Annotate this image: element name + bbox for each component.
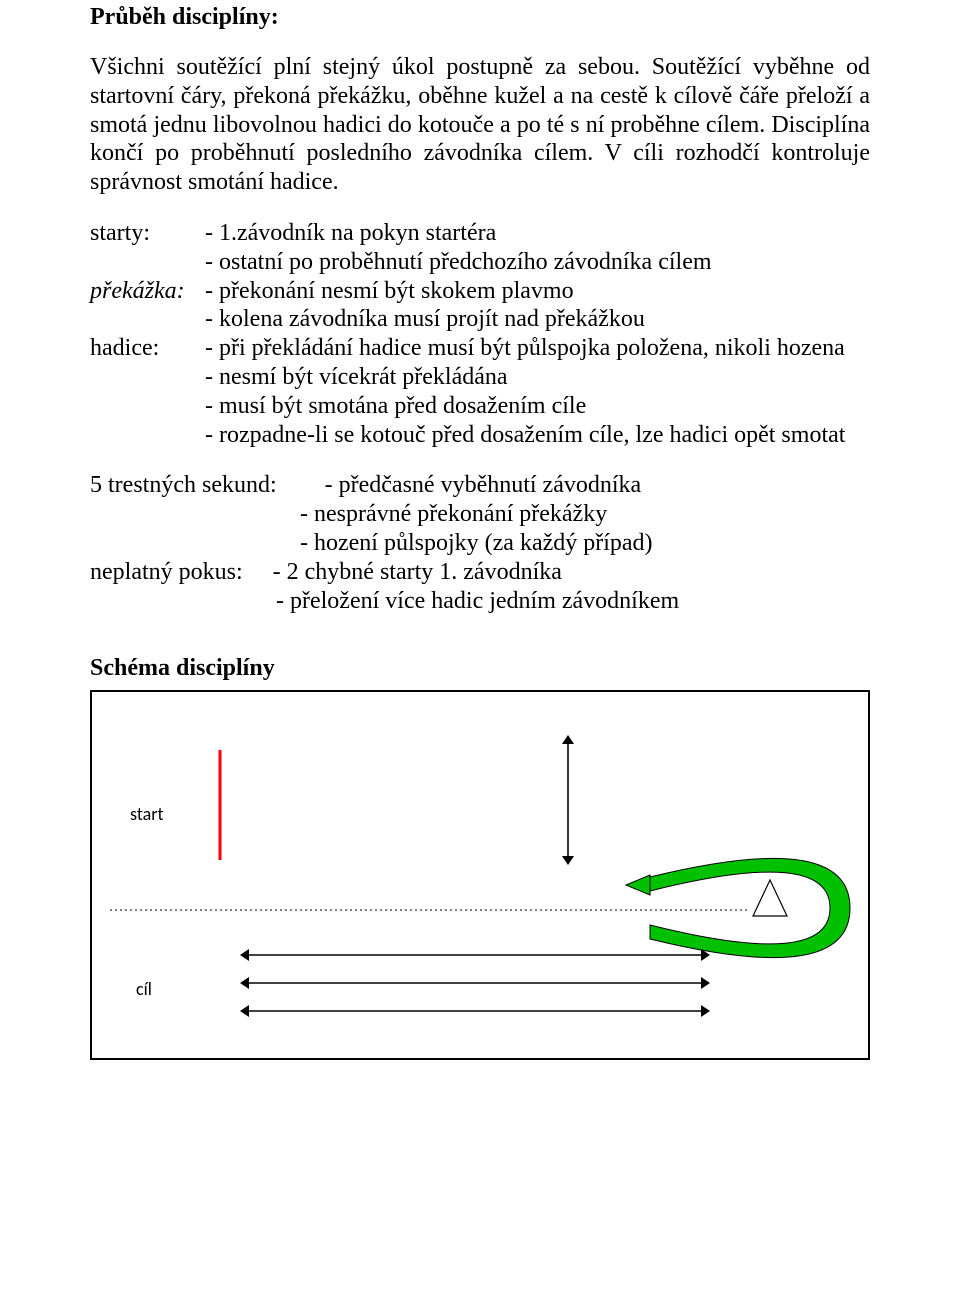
def-starty-desc: - 1.závodník na pokyn startéra - ostatní… bbox=[205, 219, 870, 277]
schema-title: Schéma disciplíny bbox=[90, 655, 870, 682]
section-title-course: Průběh disciplíny: bbox=[90, 4, 870, 31]
def-starty-term: starty: bbox=[90, 219, 205, 277]
def-prekazka-desc: - překonání nesmí být skokem plavmo - ko… bbox=[205, 277, 870, 335]
def-hadice-term: hadice: bbox=[90, 334, 205, 449]
def-prekazka-term: překážka: bbox=[90, 277, 205, 335]
def-hadice-desc: - při překládání hadice musí být půlspoj… bbox=[205, 334, 870, 449]
definitions-table: starty: - 1.závodník na pokyn startéra -… bbox=[90, 219, 870, 449]
schema-diagram: start cíl bbox=[90, 690, 870, 1060]
svg-text:cíl: cíl bbox=[136, 978, 152, 1000]
penalties-block: 5 trestných sekund: - předčasné vyběhnut… bbox=[90, 471, 870, 615]
svg-text:start: start bbox=[130, 803, 164, 825]
intro-paragraph: Všichni soutěžící plní stejný úkol postu… bbox=[90, 53, 870, 197]
